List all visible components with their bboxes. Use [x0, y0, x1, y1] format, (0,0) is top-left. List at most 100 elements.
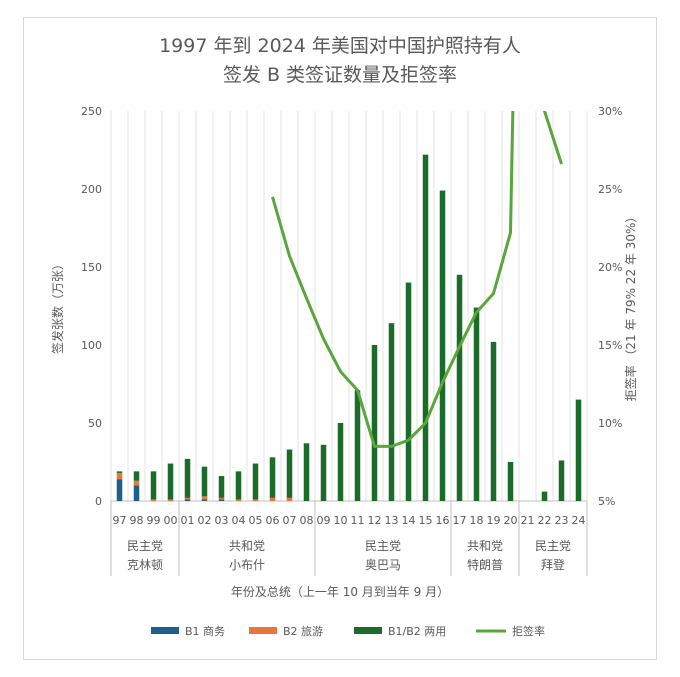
x-tick-label: 21 — [521, 514, 535, 527]
x-tick-label: 00 — [164, 514, 178, 527]
president-label: 克林顿 — [127, 558, 163, 572]
bar — [286, 449, 293, 498]
bar — [150, 471, 157, 500]
x-tick-label: 99 — [147, 514, 161, 527]
chart-canvas: 1997 年到 2024 年美国对中国护照持有人 签发 B 类签证数量及拒签率 … — [50, 35, 638, 638]
legend-label: B1/B2 两用 — [388, 625, 446, 638]
gridlines — [110, 111, 588, 502]
x-tick-label: 08 — [300, 514, 314, 527]
y-right-tick-label: 25% — [598, 183, 622, 196]
x-tick-label: 07 — [283, 514, 297, 527]
line-series — [271, 111, 563, 448]
bar — [252, 499, 259, 501]
bar-series — [116, 154, 582, 501]
bar — [269, 497, 276, 501]
x-tick-label: 09 — [317, 514, 331, 527]
x-tick-label: 05 — [249, 514, 263, 527]
bar — [320, 444, 327, 501]
y-left-tick-label: 150 — [81, 261, 102, 274]
y-left-tick-label: 0 — [95, 495, 102, 508]
x-tick-label: 15 — [419, 514, 433, 527]
party-label: 共和党 — [229, 538, 265, 553]
party-label: 民主党 — [365, 538, 401, 553]
bar — [337, 423, 344, 501]
y-right-tick-label: 20% — [598, 261, 622, 274]
y-axis-right: 5% 10% 15% 20% 25% 30% — [598, 105, 622, 508]
bar — [167, 463, 174, 500]
y-right-tick-label: 30% — [598, 105, 622, 118]
y-left-tick-label: 100 — [81, 339, 102, 352]
chart-title-line-1: 1997 年到 2024 年美国对中国护照持有人 — [159, 35, 521, 57]
bar — [116, 471, 123, 473]
x-axis: 97 98 99 00 01 02 03 04 05 06 07 08 09 10 11 12 13 14 15 16… — [110, 501, 588, 576]
bar — [439, 190, 446, 501]
bar — [456, 274, 463, 501]
party-label: 共和党 — [467, 538, 503, 553]
x-tick-label: 97 — [113, 514, 127, 527]
bar — [473, 307, 480, 501]
y-axis-right-title: 拒签率 （21 年 79% 22 年 30%） — [623, 211, 638, 402]
president-label: 拜登 — [541, 557, 565, 572]
bar — [371, 345, 378, 501]
bar — [490, 341, 497, 501]
bar — [201, 496, 208, 500]
bar — [201, 466, 208, 497]
x-tick-label: 11 — [351, 514, 365, 527]
bar — [184, 497, 191, 500]
x-tick-label: 13 — [385, 514, 399, 527]
x-tick-label: 14 — [402, 514, 416, 527]
chart-title-line-2: 签发 B 类签证数量及拒签率 — [223, 64, 457, 86]
bar — [116, 479, 123, 501]
bar — [235, 471, 242, 500]
president-label: 奥巴马 — [365, 558, 401, 572]
bar — [541, 491, 548, 501]
x-tick-label: 10 — [334, 514, 348, 527]
legend-swatch — [354, 627, 382, 634]
bar — [150, 499, 157, 501]
legend-label: 拒签率 — [512, 624, 545, 638]
bar — [354, 390, 361, 501]
x-tick-label: 18 — [470, 514, 484, 527]
bar — [184, 499, 191, 501]
bar — [133, 471, 140, 481]
bar — [422, 154, 429, 501]
x-tick-label: 22 — [538, 514, 552, 527]
x-tick-label: 20 — [504, 514, 518, 527]
x-tick-label: 04 — [232, 514, 246, 527]
legend-label: B1 商务 — [185, 624, 225, 638]
bar — [218, 499, 225, 501]
bar — [405, 282, 412, 501]
x-tick-label: 23 — [555, 514, 569, 527]
y-left-tick-label: 50 — [88, 417, 102, 430]
party-label: 民主党 — [127, 538, 163, 553]
bar — [575, 399, 582, 501]
x-tick-label: 98 — [130, 514, 144, 527]
y-axis-left: 0 50 100 150 200 250 — [81, 105, 102, 508]
x-tick-label: 01 — [181, 514, 195, 527]
party-label: 民主党 — [535, 538, 571, 553]
legend-label: B2 旅游 — [283, 624, 323, 638]
bar — [507, 462, 514, 501]
y-left-tick-label: 200 — [81, 183, 102, 196]
bar — [269, 457, 276, 498]
legend-swatch — [249, 627, 277, 634]
x-tick-label: 12 — [368, 514, 382, 527]
x-tick-label: 03 — [215, 514, 229, 527]
bar — [218, 497, 225, 500]
x-tick-label: 16 — [436, 514, 450, 527]
bar — [558, 460, 565, 501]
bar — [133, 480, 140, 486]
bar — [388, 323, 395, 501]
bar — [235, 499, 242, 501]
bar — [303, 443, 310, 501]
x-tick-label: 24 — [572, 514, 586, 527]
rejection-rate-line — [271, 111, 563, 448]
legend: B1 商务 B2 旅游 B1/B2 两用 拒签率 — [151, 624, 545, 638]
y-right-tick-label: 5% — [598, 495, 615, 508]
y-right-tick-label: 10% — [598, 417, 622, 430]
bar — [218, 476, 225, 498]
bar — [116, 472, 123, 480]
bar — [201, 499, 208, 501]
x-axis-title: 年份及总统（上一年 10 月到当年 9 月） — [231, 585, 449, 599]
bar — [133, 485, 140, 501]
